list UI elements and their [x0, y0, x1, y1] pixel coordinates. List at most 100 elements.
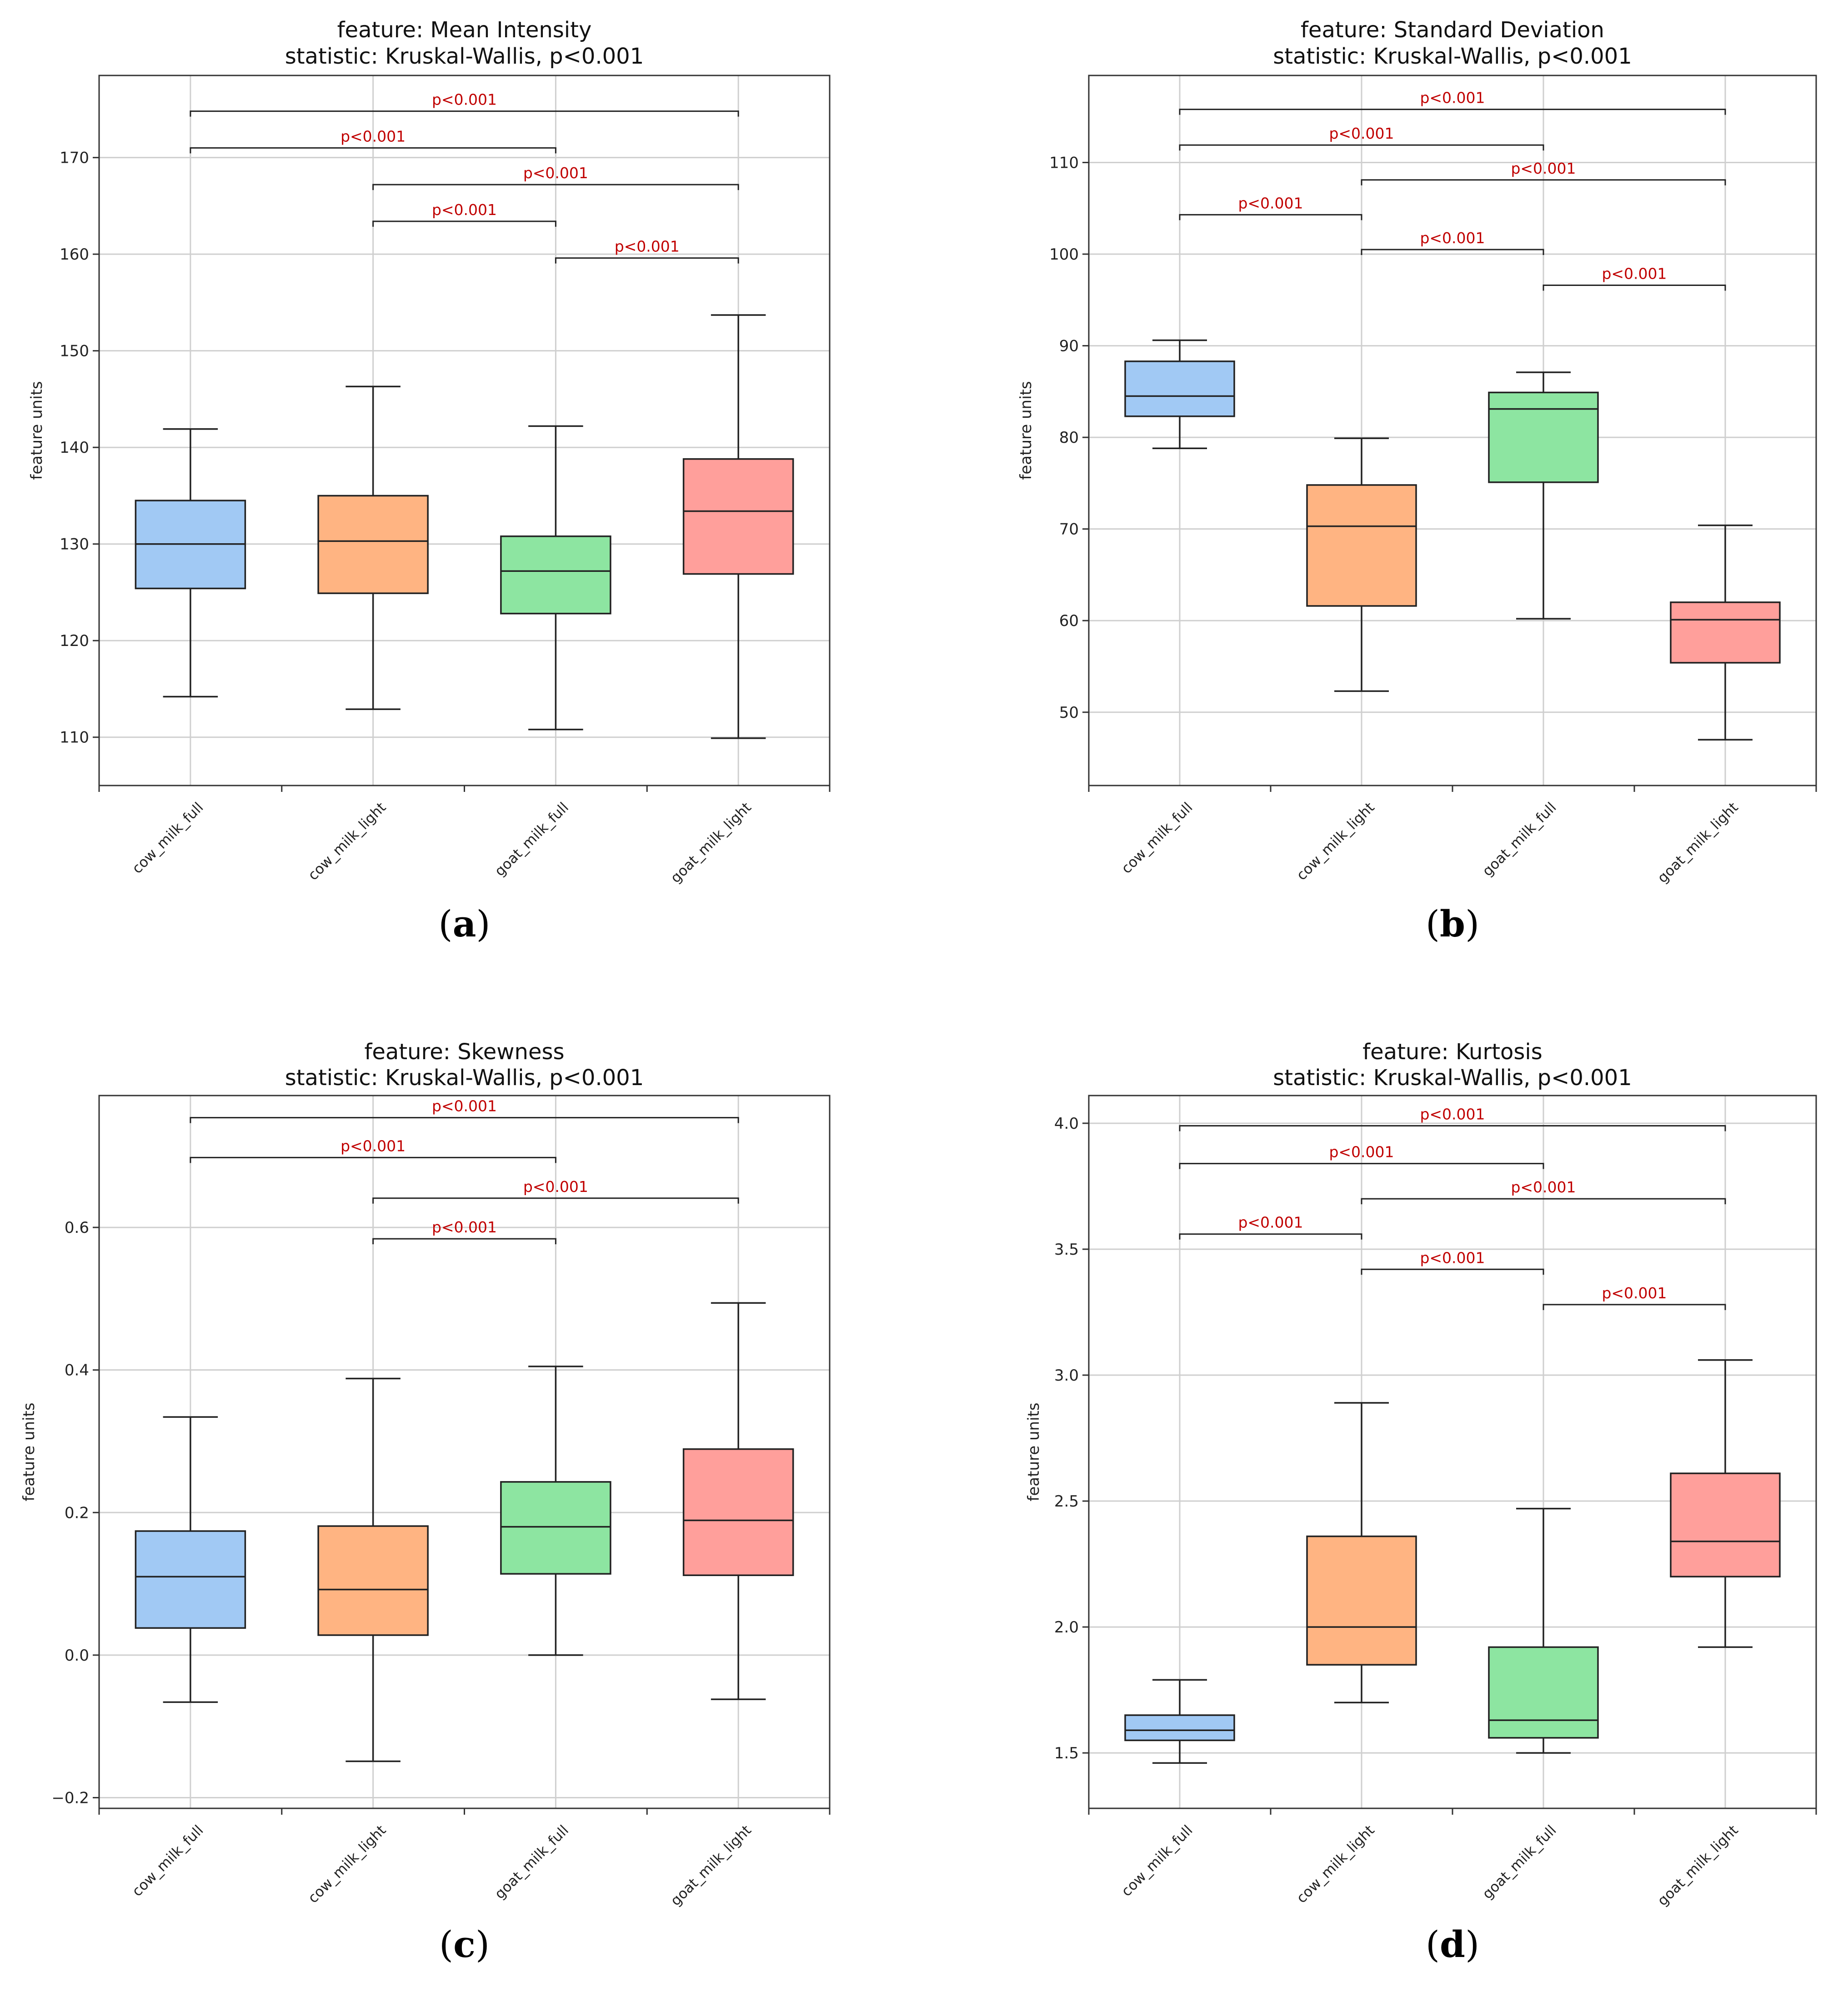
x-tick-label: cow_milk_full — [1118, 1822, 1196, 1900]
bracket-line — [372, 1197, 739, 1204]
bracket-label: p<0.001 — [1602, 1284, 1667, 1302]
box-iqr — [682, 458, 794, 575]
y-tick-label: 90 — [1059, 337, 1079, 355]
bracket-label: p<0.001 — [341, 127, 406, 145]
significance-bracket: p<0.001 — [1179, 194, 1362, 220]
y-tick-label: 140 — [60, 439, 89, 457]
box-cow_milk_full — [1124, 1679, 1235, 1764]
y-tick-label: 3.0 — [1054, 1366, 1079, 1385]
bracket-line — [1361, 1198, 1726, 1205]
bracket-line — [190, 110, 739, 117]
x-tick-label: cow_milk_light — [305, 1822, 390, 1907]
y-tick-label: 0.6 — [65, 1219, 89, 1237]
chart-title-feature: feature: Standard Deviation — [1301, 17, 1604, 43]
significance-bracket: p<0.001 — [1361, 1249, 1544, 1275]
x-tick-label: goat_milk_full — [1479, 799, 1560, 880]
box-goat_milk_full — [1488, 371, 1599, 620]
box-goat_milk_full — [500, 1366, 611, 1656]
significance-bracket: p<0.001 — [1543, 265, 1726, 291]
bracket-label: p<0.001 — [1420, 229, 1485, 247]
x-tick-label: cow_milk_light — [1293, 799, 1378, 884]
box-iqr — [1306, 484, 1417, 607]
significance-bracket: p<0.001 — [1361, 229, 1544, 255]
y-tick-label: 2.5 — [1054, 1492, 1079, 1511]
y-axis-label: feature units — [28, 381, 46, 480]
plot-frame — [1088, 75, 1817, 786]
bracket-line — [372, 1238, 556, 1245]
chart-title-feature: feature: Kurtosis — [1362, 1039, 1543, 1065]
y-tick-label: 0.2 — [65, 1504, 89, 1522]
bracket-line — [372, 184, 739, 190]
bracket-line — [190, 1117, 739, 1123]
significance-bracket: p<0.001 — [1361, 1178, 1726, 1205]
bracket-label: p<0.001 — [1329, 125, 1394, 142]
x-tick-label: goat_milk_light — [1654, 1822, 1742, 1909]
box-iqr — [1124, 360, 1235, 417]
bracket-line — [555, 257, 739, 264]
panel-label: (b) — [1426, 902, 1479, 945]
chart-title-statistic: statistic: Kruskal-Wallis, p<0.001 — [285, 44, 644, 69]
x-tick-label: goat_milk_light — [667, 799, 755, 886]
significance-bracket: p<0.001 — [555, 238, 739, 264]
y-tick-label: 3.5 — [1054, 1241, 1079, 1259]
bracket-line — [1543, 285, 1726, 291]
box-iqr — [135, 1530, 246, 1629]
box-iqr — [1670, 601, 1781, 664]
chart-title-feature: feature: Skewness — [364, 1039, 564, 1065]
significance-bracket: p<0.001 — [372, 1218, 556, 1245]
box-cow_milk_light — [317, 1377, 429, 1762]
significance-bracket: p<0.001 — [372, 164, 739, 190]
significance-bracket: p<0.001 — [190, 91, 739, 117]
y-tick-label: 150 — [60, 342, 89, 360]
box-iqr — [500, 1481, 611, 1575]
chart-title-statistic: statistic: Kruskal-Wallis, p<0.001 — [1273, 44, 1632, 69]
significance-bracket: p<0.001 — [190, 127, 556, 154]
box-iqr — [1488, 391, 1599, 483]
bracket-line — [1179, 144, 1544, 151]
bracket-line — [1361, 249, 1544, 255]
box-iqr — [317, 1525, 429, 1636]
y-tick-label: 80 — [1059, 429, 1079, 447]
box-goat_milk_full — [500, 425, 611, 731]
x-tick-label: goat_milk_full — [1479, 1822, 1560, 1902]
bracket-label: p<0.001 — [432, 1097, 497, 1115]
bracket-line — [1361, 179, 1726, 185]
bracket-label: p<0.001 — [1329, 1143, 1394, 1161]
box-iqr — [500, 535, 611, 615]
box-cow_milk_light — [1306, 437, 1417, 692]
significance-bracket: p<0.001 — [1179, 89, 1726, 115]
plot-frame — [1088, 1095, 1817, 1809]
y-axis-label: feature units — [1025, 1402, 1043, 1501]
bracket-label: p<0.001 — [1420, 1249, 1485, 1266]
significance-bracket: p<0.001 — [1179, 125, 1544, 151]
panel-label: (a) — [438, 902, 490, 945]
y-tick-label: 100 — [1049, 245, 1079, 264]
significance-bracket: p<0.001 — [1179, 1105, 1726, 1131]
y-tick-label: −0.2 — [51, 1789, 89, 1807]
bracket-line — [1179, 1233, 1362, 1240]
bracket-label: p<0.001 — [1420, 1105, 1485, 1123]
significance-bracket: p<0.001 — [1179, 1143, 1544, 1169]
y-tick-label: 70 — [1059, 521, 1079, 539]
box-iqr — [1124, 1714, 1235, 1742]
y-tick-label: 110 — [60, 729, 89, 747]
box-iqr — [682, 1448, 794, 1577]
significance-bracket: p<0.001 — [190, 1137, 556, 1163]
x-tick-label: cow_milk_full — [1118, 799, 1196, 877]
bracket-label: p<0.001 — [341, 1137, 406, 1155]
bracket-line — [1179, 109, 1726, 115]
y-tick-label: 2.0 — [1054, 1618, 1079, 1637]
bracket-label: p<0.001 — [615, 238, 680, 255]
bracket-line — [1179, 1163, 1544, 1169]
chart-title-feature: feature: Mean Intensity — [337, 17, 592, 43]
y-tick-label: 50 — [1059, 704, 1079, 722]
significance-bracket: p<0.001 — [372, 1178, 739, 1204]
x-tick-label: cow_milk_light — [305, 799, 390, 884]
box-cow_milk_light — [317, 385, 429, 710]
y-tick-label: 4.0 — [1054, 1115, 1079, 1133]
box-goat_milk_light — [1670, 524, 1781, 741]
box-cow_milk_full — [135, 1416, 246, 1703]
box-iqr — [1488, 1646, 1599, 1739]
plot-frame — [98, 75, 831, 786]
bracket-label: p<0.001 — [523, 164, 588, 182]
